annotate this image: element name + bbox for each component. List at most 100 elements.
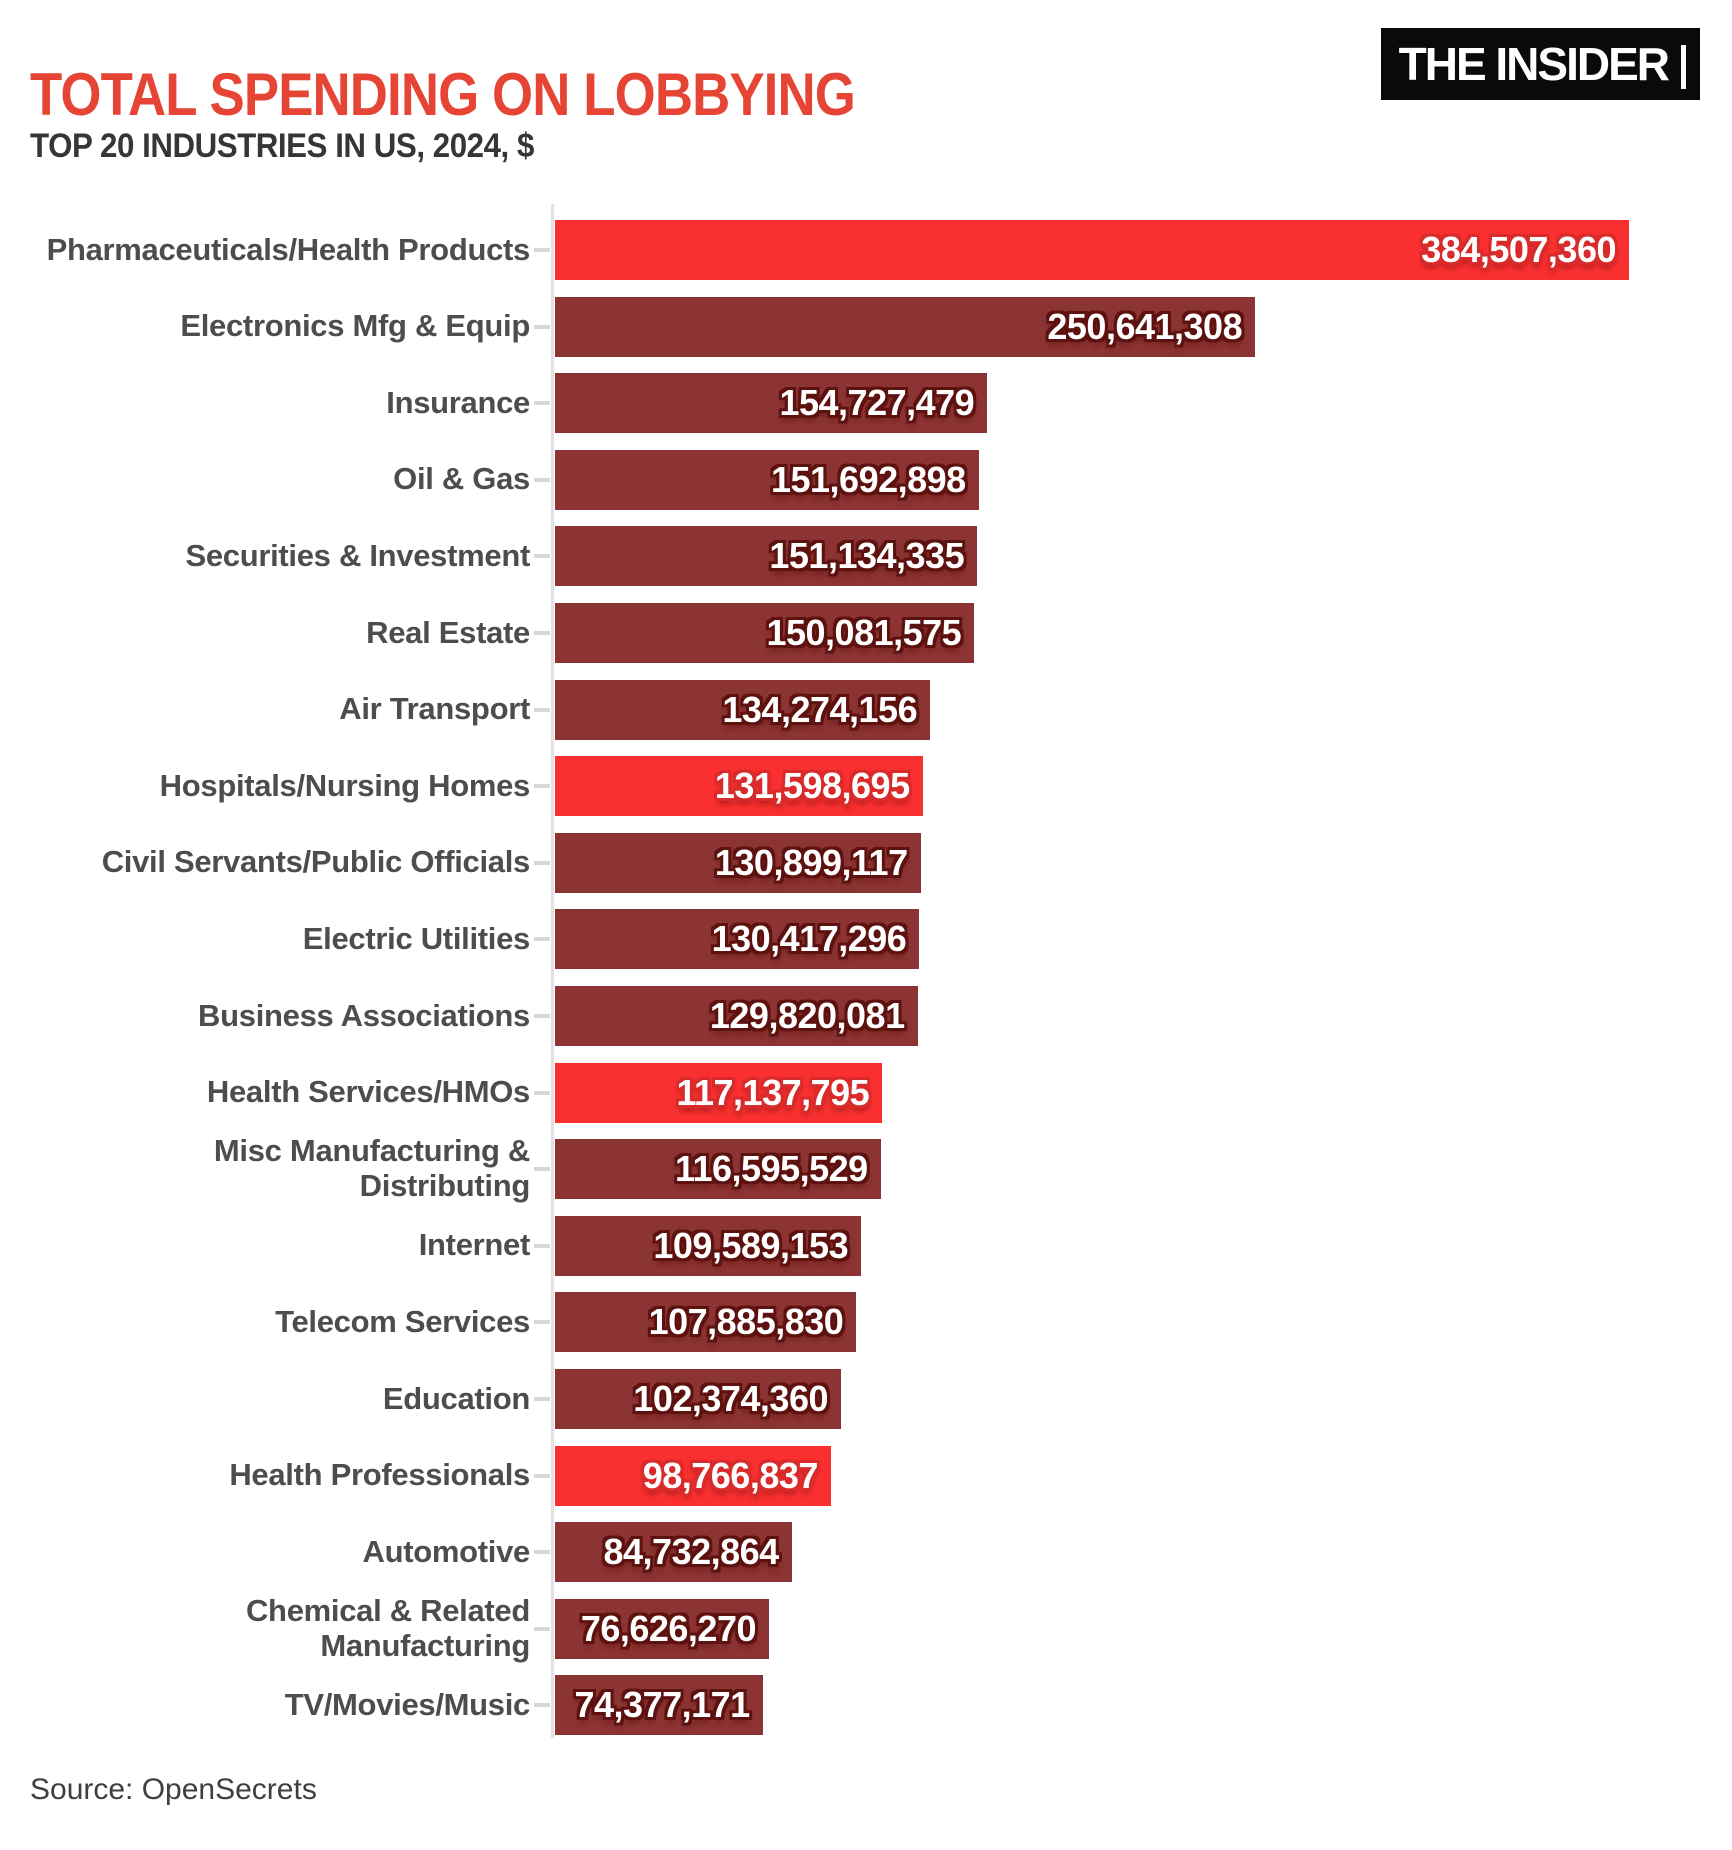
y-axis-line [551, 204, 554, 1738]
logo-text: THE INSIDER [1398, 38, 1670, 90]
value-label: 151,692,898 [770, 458, 966, 500]
bar: 107,885,830 [555, 1292, 857, 1353]
tick-mark [534, 860, 550, 865]
value-label: 150,081,575 [766, 611, 962, 653]
tick-wrap [530, 1243, 555, 1248]
value-label: 130,417,296 [711, 918, 907, 960]
bar-row: Telecom Services 107,885,830 [0, 1292, 1732, 1353]
bar: 130,899,117 [555, 832, 921, 893]
category-label: Health Professionals [229, 1457, 530, 1493]
value-label: 154,727,479 [779, 382, 975, 424]
bar-row: TV/Movies/Music 74,377,171 [0, 1675, 1732, 1736]
category-label: Air Transport [339, 691, 530, 727]
bar: 102,374,360 [555, 1368, 841, 1429]
bar-row: Real Estate 150,081,575 [0, 602, 1732, 663]
tick-mark [534, 248, 550, 252]
category-label: Pharmaceuticals/Health Products [46, 231, 531, 267]
bar-area: 107,885,830 [555, 1292, 1732, 1353]
category-label: Oil & Gas [393, 461, 530, 497]
tick-wrap [530, 477, 555, 482]
tick-mark [534, 784, 550, 789]
bar: 129,820,081 [555, 985, 918, 1046]
tick-wrap [530, 784, 555, 789]
bar-area: 102,374,360 [555, 1368, 1732, 1429]
category-label: Securities & Investment [185, 538, 530, 574]
bar-row: Automotive 84,732,864 [0, 1522, 1732, 1583]
tick-wrap [530, 937, 555, 942]
tick-wrap [530, 554, 555, 559]
value-label: 129,820,081 [709, 994, 905, 1036]
bar-area: 84,732,864 [555, 1522, 1732, 1583]
bar: 150,081,575 [555, 602, 975, 663]
value-label: 84,732,864 [603, 1531, 780, 1573]
tick-mark [534, 707, 550, 712]
bar-area: 154,727,479 [555, 373, 1732, 434]
bar: 98,766,837 [555, 1445, 831, 1506]
bar-row: Oil & Gas 151,692,898 [0, 449, 1732, 510]
bar: 134,274,156 [555, 679, 931, 740]
tick-mark [534, 1626, 550, 1631]
category-label: Internet [418, 1227, 531, 1263]
bar: 131,598,695 [555, 756, 923, 817]
category-label: TV/Movies/Music [284, 1686, 531, 1722]
bar-row: Securities & Investment 151,134,335 [0, 526, 1732, 587]
bar: 154,727,479 [555, 373, 988, 434]
tick-mark [534, 1167, 550, 1172]
bar: 151,134,335 [555, 526, 978, 587]
category-label: Chemical & Related Manufacturing [245, 1592, 530, 1663]
category-label: Business Associations [198, 997, 530, 1033]
tick-mark [534, 401, 550, 406]
value-label: 151,134,335 [769, 535, 965, 577]
bar-area: 150,081,575 [555, 602, 1732, 663]
value-label: 130,899,117 [714, 841, 908, 883]
tick-wrap [530, 1320, 555, 1325]
tick-wrap [530, 324, 555, 329]
bar-row: Air Transport 134,274,156 [0, 679, 1732, 740]
tick-mark [534, 1550, 550, 1555]
category-label: Real Estate [366, 614, 530, 650]
bar: 116,595,529 [555, 1139, 881, 1200]
bar-area: 151,692,898 [555, 449, 1732, 510]
page-title: TOTAL SPENDING ON LOBBYING [30, 61, 856, 129]
value-label: 117,137,795 [676, 1071, 870, 1113]
bar-row: Health Services/HMOs 117,137,795 [0, 1062, 1732, 1123]
category-label: Telecom Services [275, 1303, 530, 1339]
value-label: 134,274,156 [722, 688, 918, 730]
bar: 250,641,308 [555, 296, 1256, 357]
bar-area: 130,417,296 [555, 909, 1732, 970]
bar-row: Civil Servants/Public Officials 130,899,1… [0, 832, 1732, 893]
category-label: Insurance [386, 384, 530, 420]
category-label: Misc Manufacturing & Distributing [213, 1133, 530, 1204]
bar-area: 151,134,335 [555, 526, 1732, 587]
bar: 84,732,864 [555, 1522, 792, 1583]
tick-mark [534, 1090, 550, 1095]
category-label: Education [382, 1380, 530, 1416]
source-note: Source: OpenSecrets [30, 1773, 317, 1806]
tick-wrap [530, 1626, 555, 1631]
value-label: 131,598,695 [714, 765, 910, 807]
bar-area: 117,137,795 [555, 1062, 1732, 1123]
value-label: 109,589,153 [653, 1224, 849, 1266]
bar-row: Misc Manufacturing & Distributing 116,595… [0, 1133, 1732, 1203]
bar-area: 131,598,695 [555, 756, 1732, 817]
value-label: 102,374,360 [633, 1377, 828, 1419]
tick-mark [534, 554, 550, 559]
bar-row: Health Professionals 98,766,837 [0, 1445, 1732, 1506]
bar-row: Business Associations 129,820,081 [0, 985, 1732, 1046]
tick-mark [534, 477, 550, 482]
bar-area: 130,899,117 [555, 832, 1732, 893]
bar: 109,589,153 [555, 1215, 862, 1276]
bar: 151,692,898 [555, 449, 979, 510]
value-label: 116,595,529 [674, 1148, 868, 1190]
bar-area: 129,820,081 [555, 985, 1732, 1046]
page-subtitle: TOP 20 INDUSTRIES IN US, 2024, $ [30, 127, 534, 166]
brand-logo: THE INSIDER [1380, 28, 1700, 100]
bar-area: 384,507,360 [555, 220, 1732, 280]
tick-mark [534, 630, 550, 635]
tick-wrap [530, 248, 555, 252]
tick-mark [534, 937, 550, 942]
tick-wrap [530, 1167, 555, 1172]
category-label: Hospitals/Nursing Homes [159, 767, 531, 803]
bar: 74,377,171 [555, 1675, 763, 1736]
